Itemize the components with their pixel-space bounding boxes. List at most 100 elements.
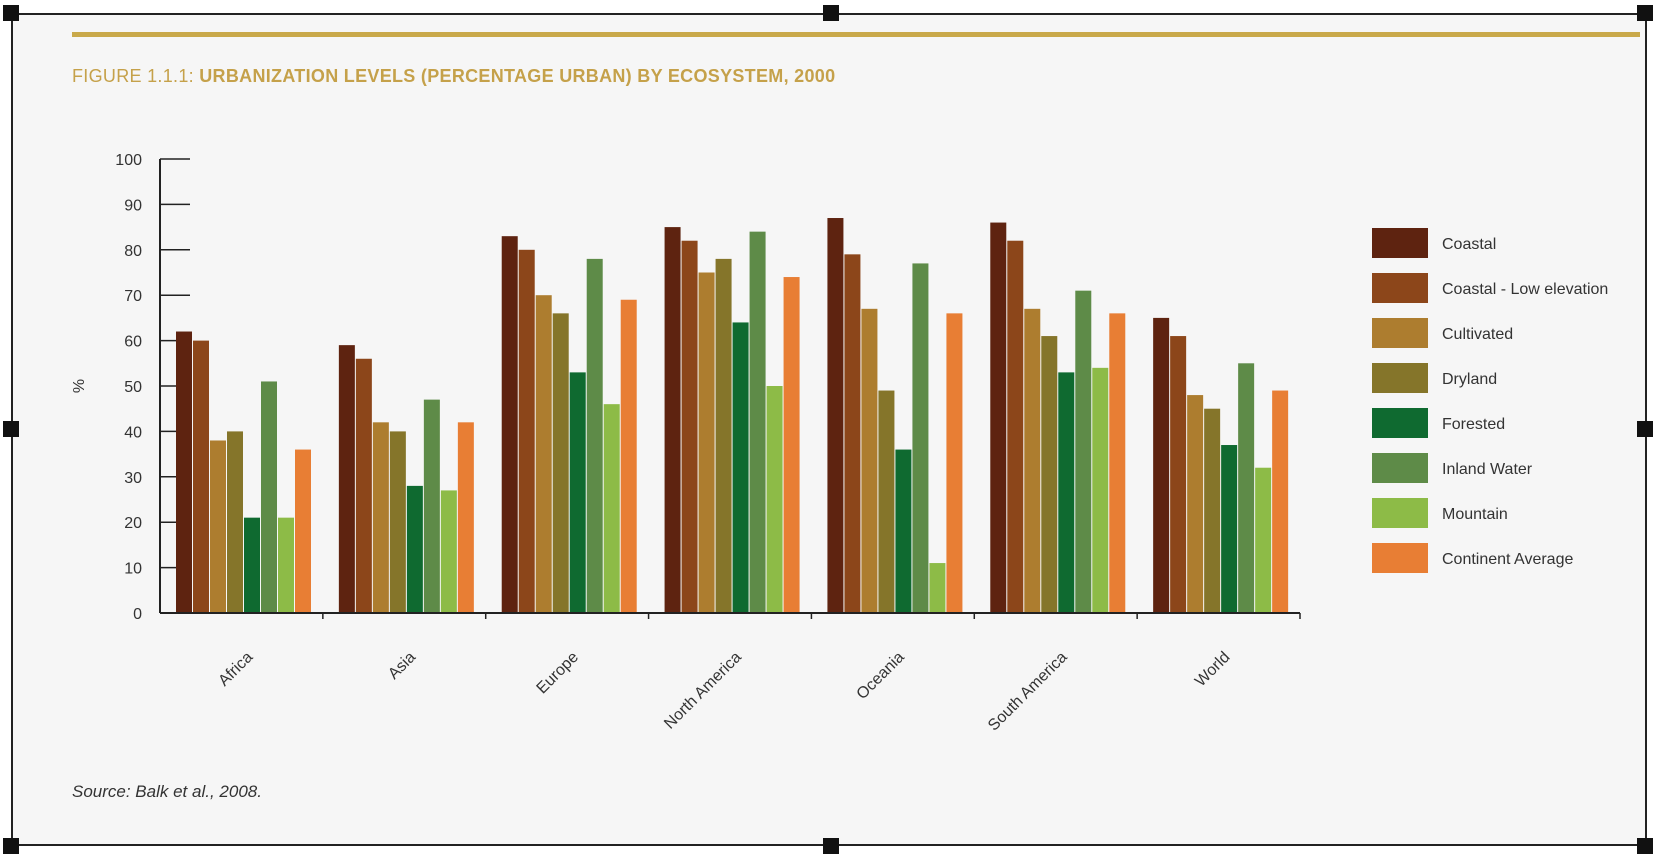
- x-tick-label: South America: [985, 649, 1071, 735]
- y-tick-label: 60: [124, 334, 142, 351]
- bar-south-america-inland-water: [1075, 290, 1092, 613]
- bar-africa-mountain: [278, 517, 294, 613]
- resize-handle-top-right[interactable]: [1637, 5, 1653, 21]
- bar-north-america-mountain: [766, 386, 783, 613]
- bar-south-america-dryland: [1041, 336, 1058, 613]
- y-tick-label: 20: [124, 515, 142, 532]
- bar-asia-cultivated: [372, 422, 389, 613]
- legend-swatch: [1372, 273, 1428, 303]
- figure-title-text: URBANIZATION LEVELS (PERCENTAGE URBAN) B…: [199, 66, 836, 86]
- y-tick-label: 100: [115, 152, 142, 169]
- bar-north-america-dryland: [715, 258, 732, 613]
- bar-asia-continent-average: [457, 422, 474, 613]
- bar-europe-continent-average: [620, 299, 637, 613]
- bar-europe-coastal-low-elevation: [518, 249, 535, 614]
- legend-swatch: [1372, 228, 1428, 258]
- bar-world-coastal-low-elevation: [1170, 336, 1187, 613]
- x-tick-label: Africa: [215, 649, 256, 690]
- legend-label: Forested: [1442, 416, 1505, 433]
- bar-south-america-cultivated: [1024, 308, 1041, 613]
- bar-europe-coastal: [501, 236, 518, 613]
- bar-europe-cultivated: [535, 295, 552, 613]
- bar-europe-inland-water: [586, 258, 603, 613]
- bar-oceania-continent-average: [946, 313, 963, 613]
- x-tick-label: Oceania: [854, 649, 908, 703]
- bar-asia-coastal-low-elevation: [355, 358, 372, 613]
- y-tick-label: 80: [124, 243, 142, 260]
- legend-label: Coastal: [1442, 236, 1496, 253]
- bar-africa-dryland: [227, 431, 243, 613]
- bar-africa-coastal: [176, 331, 192, 613]
- bar-europe-dryland: [552, 313, 569, 613]
- bar-north-america-forested: [732, 322, 749, 613]
- bar-europe-mountain: [603, 404, 620, 613]
- bar-africa-inland-water: [261, 381, 277, 613]
- bar-oceania-mountain: [929, 563, 946, 613]
- legend-label: Cultivated: [1442, 326, 1513, 343]
- legend-label: Inland Water: [1442, 461, 1533, 478]
- legend-label: Dryland: [1442, 371, 1497, 388]
- x-tick-label: North America: [661, 649, 745, 733]
- bar-oceania-coastal: [827, 218, 844, 613]
- bar-north-america-coastal-low-elevation: [681, 240, 698, 613]
- x-tick-label: Europe: [534, 649, 583, 698]
- bar-world-dryland: [1204, 408, 1221, 613]
- bar-africa-cultivated: [210, 440, 226, 613]
- resize-handle-bottom-left[interactable]: [3, 838, 19, 854]
- x-tick-label: World: [1192, 649, 1233, 690]
- bar-world-continent-average: [1272, 390, 1289, 613]
- y-tick-label: 30: [124, 470, 142, 487]
- legend-swatch: [1372, 498, 1428, 528]
- legend-swatch: [1372, 408, 1428, 438]
- bar-asia-dryland: [389, 431, 406, 613]
- top-rule: [72, 32, 1640, 37]
- bar-world-inland-water: [1238, 363, 1255, 613]
- bar-south-america-forested: [1058, 372, 1075, 613]
- y-tick-label: 70: [124, 288, 142, 305]
- bar-north-america-continent-average: [783, 277, 800, 613]
- legend-label: Coastal - Low elevation: [1442, 281, 1608, 298]
- source-note: Source: Balk et al., 2008.: [72, 782, 262, 801]
- resize-handle-middle-right[interactable]: [1637, 421, 1653, 437]
- y-axis-ticks: 0 10 20 30 40 50 60 70 80 90 100: [115, 152, 190, 623]
- bars: [176, 218, 1289, 614]
- resize-handle-bottom-center[interactable]: [823, 838, 839, 854]
- bar-africa-continent-average: [295, 449, 311, 613]
- bar-africa-forested: [244, 517, 260, 613]
- bar-asia-coastal: [338, 345, 355, 613]
- legend-swatch: [1372, 543, 1428, 573]
- bar-asia-forested: [406, 485, 423, 613]
- y-tick-label: 50: [124, 379, 142, 396]
- bar-oceania-cultivated: [861, 308, 878, 613]
- bar-south-america-coastal: [990, 222, 1007, 613]
- legend-swatch: [1372, 318, 1428, 348]
- x-axis-labels: Africa Asia Europe North America Oceania Sout…: [215, 613, 1301, 735]
- bar-europe-forested: [569, 372, 586, 613]
- resize-handle-middle-left[interactable]: [3, 421, 19, 437]
- bar-world-cultivated: [1187, 395, 1204, 613]
- bar-oceania-coastal-low-elevation: [844, 254, 861, 613]
- bar-north-america-inland-water: [749, 231, 766, 613]
- bar-world-mountain: [1255, 467, 1272, 613]
- bar-oceania-forested: [895, 449, 912, 613]
- resize-handle-top-center[interactable]: [823, 5, 839, 21]
- bar-north-america-coastal: [664, 227, 681, 613]
- bar-south-america-coastal-low-elevation: [1007, 240, 1024, 613]
- resize-handle-bottom-right[interactable]: [1637, 838, 1653, 854]
- bar-asia-inland-water: [423, 399, 440, 613]
- y-tick-label: 90: [124, 197, 142, 214]
- bar-world-coastal: [1153, 317, 1170, 613]
- figure-number: FIGURE 1.1.1:: [72, 66, 194, 86]
- bar-north-america-cultivated: [698, 272, 715, 613]
- resize-handle-top-left[interactable]: [3, 5, 19, 21]
- y-tick-label: 0: [133, 606, 142, 623]
- legend-swatch: [1372, 453, 1428, 483]
- bar-world-forested: [1221, 445, 1238, 613]
- bar-south-america-mountain: [1092, 367, 1109, 613]
- legend-swatch: [1372, 363, 1428, 393]
- bar-africa-coastal-low-elevation: [193, 340, 209, 613]
- y-axis-label: %: [71, 379, 88, 393]
- legend-label: Mountain: [1442, 506, 1508, 523]
- bar-south-america-continent-average: [1109, 313, 1126, 613]
